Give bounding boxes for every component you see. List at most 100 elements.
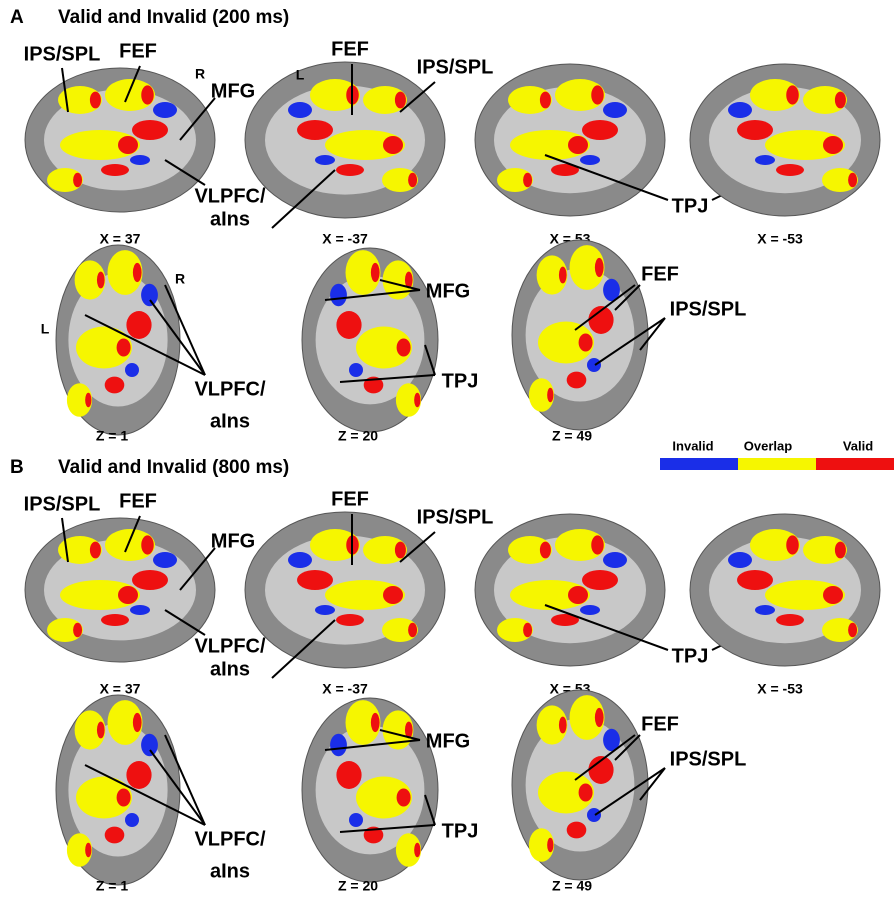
legend-swatch	[660, 458, 738, 470]
figure: A Valid and Invalid (200 ms) IPS/SPL FEF MFG…	[0, 0, 894, 903]
region-label: MFG	[426, 730, 470, 752]
activation-edge	[395, 542, 406, 559]
activation-edge	[540, 542, 551, 559]
slice-caption: X = -37	[322, 231, 368, 247]
region-label: MFG	[211, 530, 255, 552]
activation-edge	[73, 173, 82, 187]
region-label: TPJ	[442, 370, 479, 392]
activation-edge	[90, 542, 101, 559]
activation	[755, 605, 775, 615]
activation-edge	[523, 173, 532, 187]
activation	[728, 552, 752, 568]
panel-title: Valid and Invalid (200 ms)	[58, 7, 289, 28]
activation	[776, 164, 804, 176]
activation	[315, 605, 335, 615]
activation-edge	[395, 92, 406, 109]
activation-edge	[383, 586, 403, 604]
slice-caption: Z = 49	[552, 428, 592, 444]
activation	[105, 377, 125, 394]
orientation-label: L	[296, 67, 305, 83]
activation-edge	[141, 85, 154, 104]
activation-edge	[117, 339, 131, 357]
region-label: IPS/SPL	[417, 506, 494, 528]
activation-edge	[823, 586, 843, 604]
activation-edge	[73, 623, 82, 637]
legend-swatch	[816, 458, 894, 470]
region-label: MFG	[211, 80, 255, 102]
activation-edge	[85, 393, 91, 407]
region-label: FEF	[331, 38, 369, 60]
slice-caption: X = -53	[757, 231, 803, 247]
slice-caption: X = 37	[100, 231, 141, 247]
slice-caption: Z = 20	[338, 878, 378, 894]
activation-edge	[85, 843, 91, 857]
activation	[580, 155, 600, 165]
region-label: FEF	[119, 490, 157, 512]
region-label: aIns	[210, 658, 250, 680]
region-label: IPS/SPL	[670, 748, 747, 770]
activation	[130, 605, 150, 615]
activation	[755, 155, 775, 165]
activation-edge	[595, 258, 604, 277]
activation	[101, 614, 129, 626]
activation-edge	[397, 339, 411, 357]
activation	[153, 102, 177, 118]
activation-edge	[117, 789, 131, 807]
activation	[153, 552, 177, 568]
activation	[130, 155, 150, 165]
region-label: VLPFC/	[194, 635, 266, 657]
activation	[603, 552, 627, 568]
slice-caption: X = -53	[757, 681, 803, 697]
activation	[125, 813, 139, 827]
activation	[132, 570, 168, 590]
panel: A Valid and Invalid (200 ms) IPS/SPL FEF MFG…	[10, 7, 880, 444]
activation-edge	[371, 713, 380, 732]
panel-letter: A	[10, 7, 24, 28]
region-label: IPS/SPL	[24, 43, 101, 65]
activation-edge	[408, 173, 417, 187]
activation	[349, 363, 363, 377]
activation	[126, 761, 151, 789]
activation-edge	[414, 393, 420, 407]
activation-edge	[118, 136, 138, 154]
activation-edge	[786, 85, 799, 104]
activation	[603, 102, 627, 118]
activation	[582, 570, 618, 590]
activation	[587, 358, 601, 372]
activation	[141, 284, 158, 306]
panel-title: Valid and Invalid (800 ms)	[58, 457, 289, 478]
activation-edge	[786, 535, 799, 554]
activation	[349, 813, 363, 827]
slice-caption: X = -37	[322, 681, 368, 697]
activation-edge	[540, 92, 551, 109]
region-label: IPS/SPL	[24, 493, 101, 515]
activation	[336, 164, 364, 176]
legend-label: Overlap	[744, 438, 792, 453]
activation	[580, 605, 600, 615]
region-label: FEF	[119, 40, 157, 62]
orientation-label: R	[175, 271, 185, 287]
activation	[132, 120, 168, 140]
activation-edge	[848, 623, 857, 637]
activation-edge	[568, 586, 588, 604]
activation-edge	[547, 388, 553, 402]
activation-edge	[579, 334, 593, 352]
activation-edge	[579, 784, 593, 802]
activation	[336, 311, 361, 339]
activation-edge	[383, 136, 403, 154]
activation-edge	[133, 713, 142, 732]
legend: InvalidOverlapValid	[660, 438, 894, 470]
activation	[728, 102, 752, 118]
region-label: FEF	[641, 713, 679, 735]
activation-edge	[568, 136, 588, 154]
activation	[126, 311, 151, 339]
activation-edge	[835, 92, 846, 109]
region-label: TPJ	[672, 645, 709, 667]
activation	[288, 102, 312, 118]
slice-caption: Z = 20	[338, 428, 378, 444]
activation-edge	[523, 623, 532, 637]
region-label: IPS/SPL	[670, 298, 747, 320]
region-label: aIns	[210, 410, 250, 432]
activation	[141, 734, 158, 756]
region-label: TPJ	[672, 195, 709, 217]
